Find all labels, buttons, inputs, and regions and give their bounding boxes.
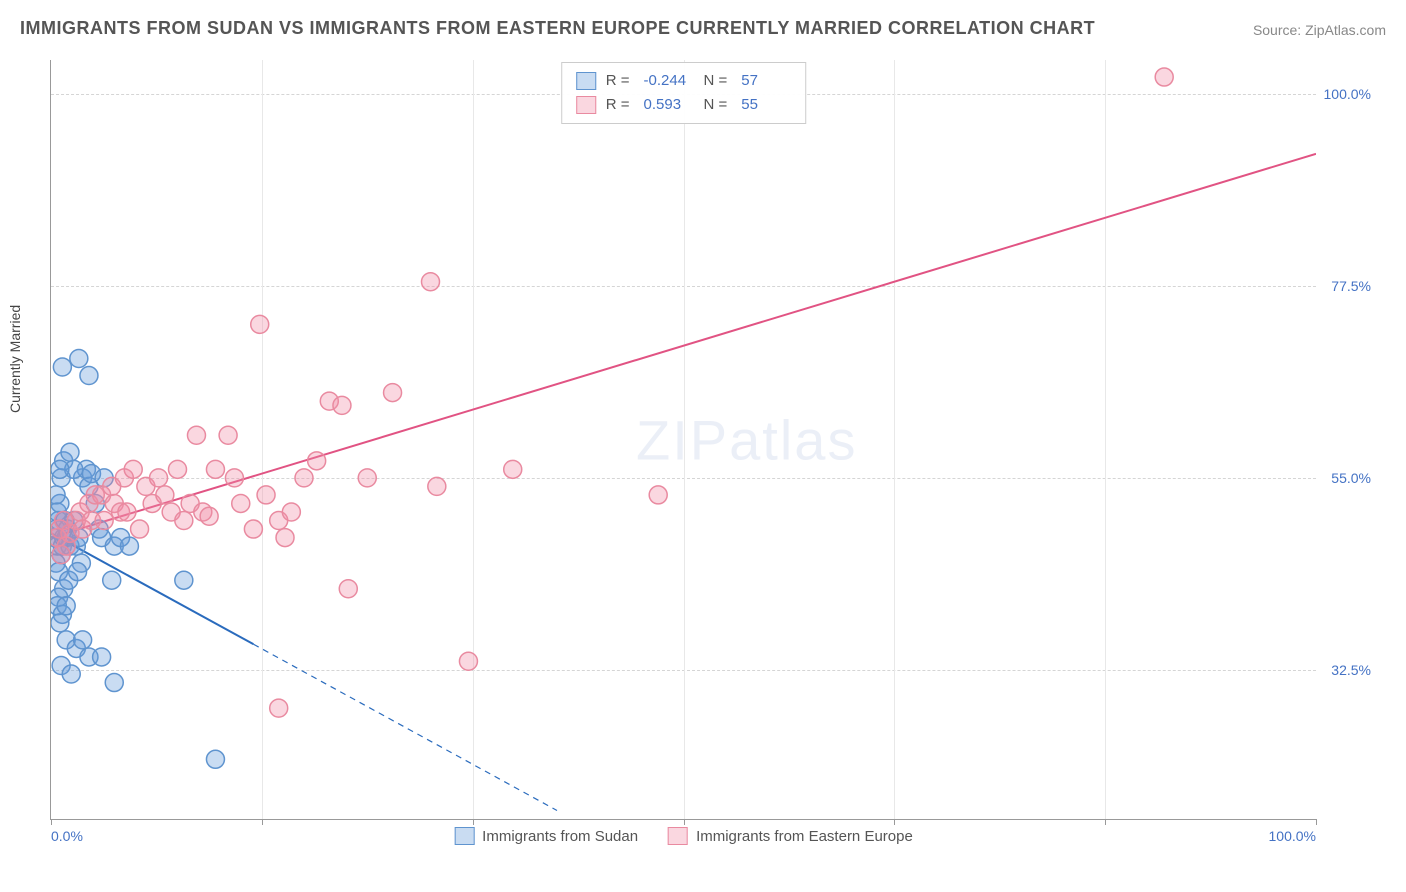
legend-row-1: R = -0.244 N = 57 xyxy=(576,69,792,93)
chart-svg xyxy=(51,60,1316,819)
y-tick-label: 77.5% xyxy=(1331,278,1371,294)
r-label-1: R = xyxy=(606,69,630,93)
series-legend-1: Immigrants from Sudan xyxy=(454,827,638,845)
series2-label: Immigrants from Eastern Europe xyxy=(696,828,913,845)
y-tick-label: 100.0% xyxy=(1324,86,1371,102)
swatch-s2 xyxy=(668,827,688,845)
x-tick-label: 0.0% xyxy=(51,828,83,844)
y-tick-label: 55.0% xyxy=(1331,470,1371,486)
x-tick-label: 100.0% xyxy=(1269,828,1316,844)
r-value-2: 0.593 xyxy=(644,93,694,117)
x-tick xyxy=(51,819,52,825)
y-tick-label: 32.5% xyxy=(1331,662,1371,678)
y-axis-label: Currently Married xyxy=(7,305,23,413)
chart-container: Currently Married ZIPatlas R = -0.244 N … xyxy=(50,60,1376,850)
x-tick xyxy=(1316,819,1317,825)
swatch-s1 xyxy=(454,827,474,845)
series1-label: Immigrants from Sudan xyxy=(482,828,638,845)
n-label-1: N = xyxy=(704,69,728,93)
n-value-2: 55 xyxy=(741,93,791,117)
plot-area: ZIPatlas R = -0.244 N = 57 R = 0.593 N =… xyxy=(50,60,1316,820)
swatch-series1 xyxy=(576,72,596,90)
x-tick xyxy=(894,819,895,825)
r-label-2: R = xyxy=(606,93,630,117)
series-legend: Immigrants from Sudan Immigrants from Ea… xyxy=(454,827,913,845)
x-tick xyxy=(473,819,474,825)
n-value-1: 57 xyxy=(741,69,791,93)
legend-row-2: R = 0.593 N = 55 xyxy=(576,93,792,117)
n-label-2: N = xyxy=(704,93,728,117)
correlation-legend: R = -0.244 N = 57 R = 0.593 N = 55 xyxy=(561,62,807,124)
swatch-series2 xyxy=(576,96,596,114)
r-value-1: -0.244 xyxy=(644,69,694,93)
chart-title: IMMIGRANTS FROM SUDAN VS IMMIGRANTS FROM… xyxy=(20,18,1095,39)
series-legend-2: Immigrants from Eastern Europe xyxy=(668,827,913,845)
x-tick xyxy=(262,819,263,825)
x-tick xyxy=(684,819,685,825)
source-label: Source: ZipAtlas.com xyxy=(1253,22,1386,38)
x-tick xyxy=(1105,819,1106,825)
